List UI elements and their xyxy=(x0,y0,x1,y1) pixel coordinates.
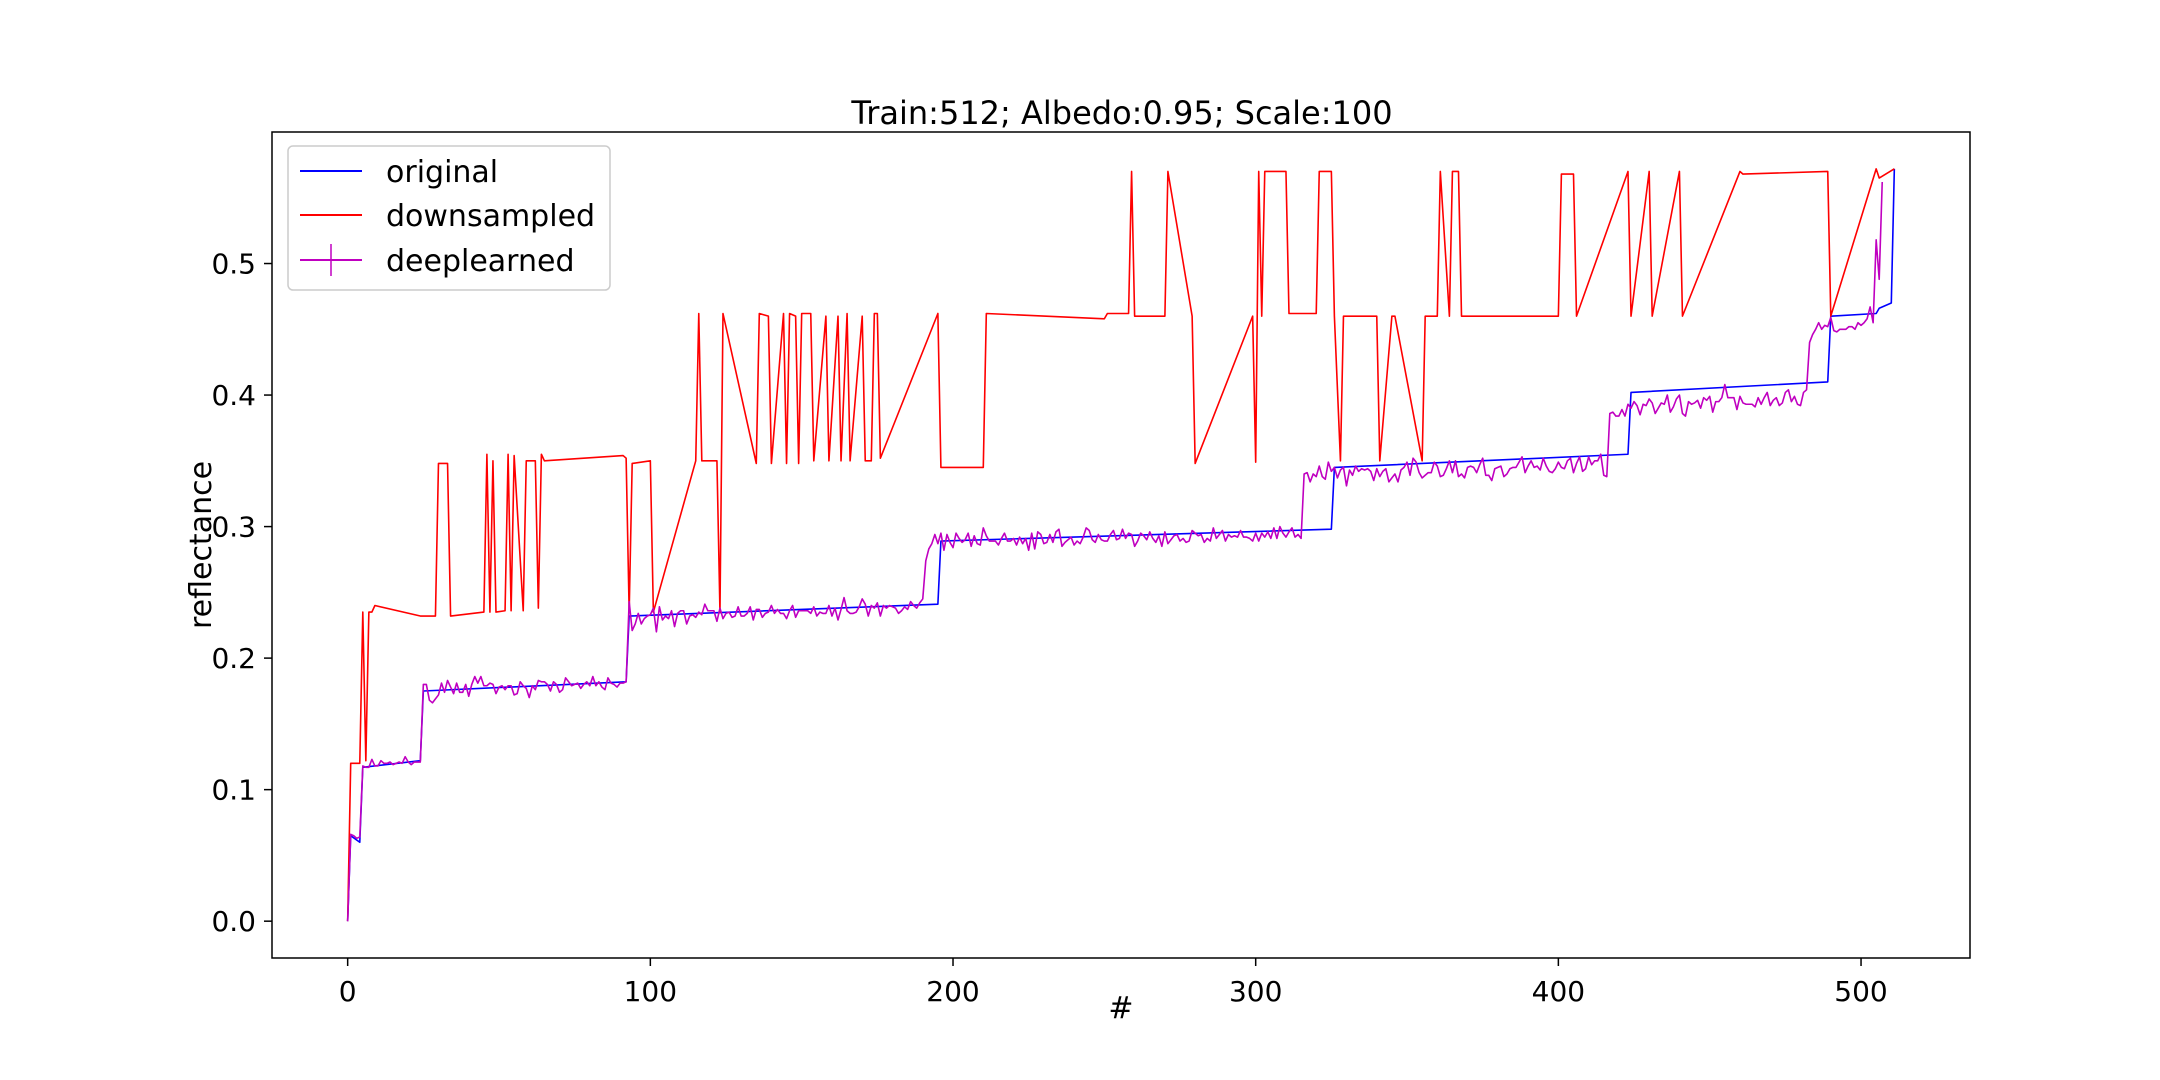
y-tick-label: 0.0 xyxy=(211,905,256,938)
y-tick-label: 0.5 xyxy=(211,248,256,281)
series-line-deeplearned xyxy=(346,181,1884,922)
x-tick-label: 200 xyxy=(926,975,979,1008)
legend-label-deeplearned: deeplearned xyxy=(386,244,575,279)
x-axis-label: # xyxy=(1108,991,1133,1026)
series-line-downsampled xyxy=(346,168,1895,922)
x-tick-label: 0 xyxy=(339,975,357,1008)
y-tick-label: 0.1 xyxy=(211,774,256,807)
y-tick-label: 0.2 xyxy=(211,642,256,675)
x-tick-label: 100 xyxy=(624,975,677,1008)
y-axis-ticks: 0.0 0.1 0.2 0.3 0.4 0.5 xyxy=(211,248,272,938)
legend: original downsampled deeplearned xyxy=(287,145,611,291)
chart-title: Train:512; Albedo:0.95; Scale:100 xyxy=(850,94,1392,132)
plot-frame xyxy=(271,131,1971,959)
y-tick-label: 0.4 xyxy=(211,379,256,412)
series-layer xyxy=(346,168,1896,922)
x-tick-label: 300 xyxy=(1229,975,1282,1008)
x-axis-ticks: 0 100 200 300 400 500 xyxy=(339,958,1888,1008)
y-axis-label: reflectance xyxy=(184,461,219,629)
legend-label-downsampled: downsampled xyxy=(386,199,595,234)
legend-label-original: original xyxy=(386,155,498,190)
legend-box xyxy=(287,145,611,291)
y-tick-label: 0.3 xyxy=(211,511,256,544)
x-tick-label: 400 xyxy=(1532,975,1585,1008)
x-tick-label: 500 xyxy=(1834,975,1887,1008)
